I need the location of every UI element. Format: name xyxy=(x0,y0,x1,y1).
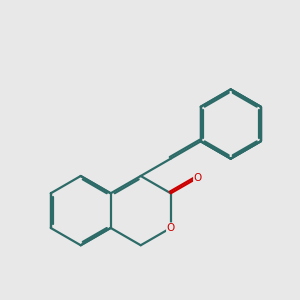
Text: O: O xyxy=(167,223,175,233)
Text: O: O xyxy=(194,173,202,183)
